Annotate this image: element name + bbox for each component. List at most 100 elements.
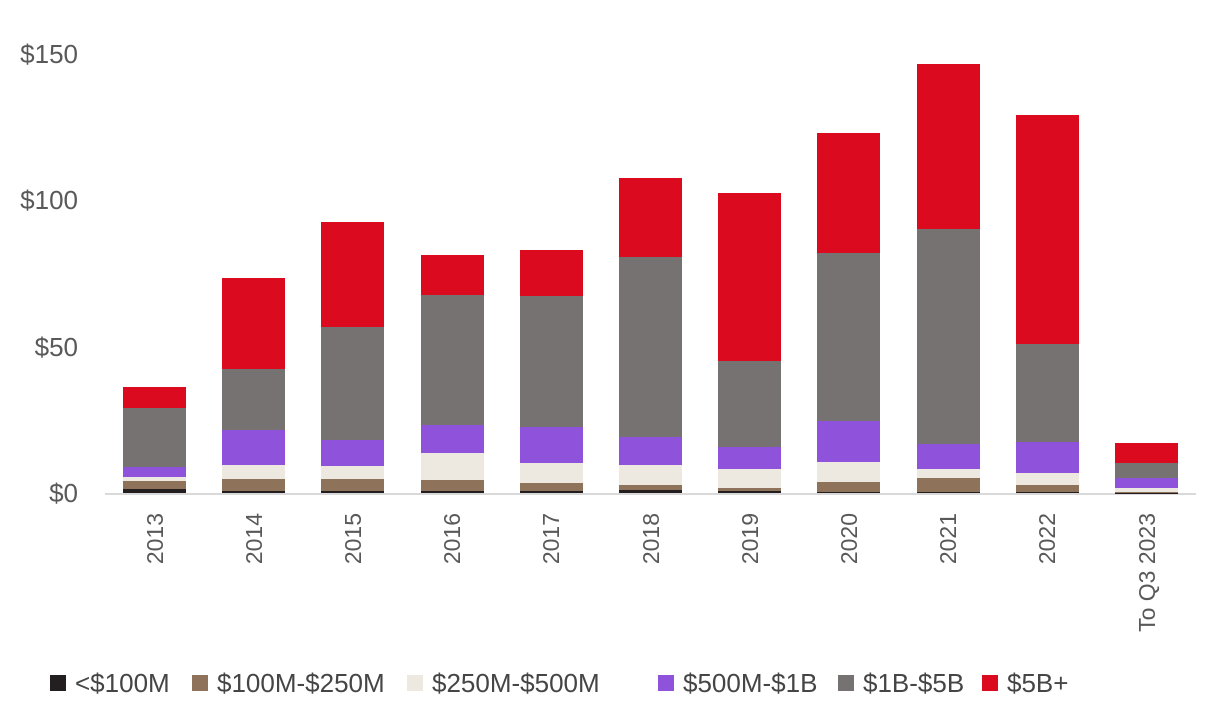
- bar-segment-2016: [420, 424, 484, 453]
- legend-swatch-icon: [658, 675, 674, 691]
- bar-segment-to-q3-2023: [1115, 463, 1178, 479]
- bar-segment-2020: [817, 481, 881, 492]
- x-axis-tick-text: 2021: [935, 513, 962, 565]
- x-axis-tick-text: 2019: [736, 513, 763, 565]
- bar-segment-2021: [916, 228, 980, 445]
- bar-segment-2022: [1015, 472, 1079, 486]
- bar-segment-2014: [222, 464, 286, 480]
- bar-segment-2017: [519, 483, 583, 491]
- bar-segment-2021: [916, 469, 980, 478]
- y-axis-tick-label: $150: [20, 38, 78, 69]
- x-axis-line: [105, 493, 1196, 495]
- legend-item: $250M-$500M: [407, 668, 600, 698]
- bar-segment-2013: [123, 489, 186, 493]
- legend-swatch-icon: [407, 675, 423, 691]
- bar-segment-2013: [123, 386, 186, 409]
- x-axis-tick-text: 2015: [339, 513, 366, 565]
- bar-segment-2020: [817, 421, 881, 462]
- bar-segment-2020: [817, 253, 881, 421]
- bar-segment-2021: [916, 63, 980, 229]
- bar-segment-2021: [916, 444, 980, 469]
- bar-segment-2015: [321, 490, 385, 493]
- legend-item: <$100M: [50, 668, 170, 698]
- bar-segment-2017: [519, 296, 583, 427]
- x-axis-tick-label: 2018: [638, 513, 664, 663]
- bar-segment-2013: [123, 466, 186, 477]
- bar-segment-2019: [718, 447, 782, 469]
- bar-segment-2016: [420, 254, 484, 296]
- bar-segment-2017: [519, 490, 583, 493]
- y-axis-tick-label: $50: [34, 331, 78, 362]
- bar-segment-2022: [1015, 442, 1079, 473]
- bar-segment-2022: [1015, 485, 1079, 493]
- legend-label: $5B+: [1007, 667, 1069, 698]
- legend-swatch-icon: [838, 675, 854, 691]
- bar-segment-2016: [420, 295, 484, 425]
- bar-segment-2018: [619, 256, 682, 438]
- bar-segment-2022: [1015, 492, 1079, 493]
- x-axis-tick-label: 2020: [836, 513, 862, 663]
- bar-segment-2019: [718, 491, 782, 493]
- bar-segment-2014: [222, 490, 286, 493]
- y-axis-tick-label: $0: [49, 478, 78, 508]
- x-axis-tick-label: To Q3 2023: [1134, 513, 1160, 663]
- bar-segment-2019: [718, 488, 782, 492]
- x-axis-tick-text: 2016: [439, 513, 466, 565]
- y-axis-tick-label: $100: [20, 185, 78, 216]
- x-axis-tick-label: 2016: [439, 513, 465, 663]
- bar-segment-2017: [519, 463, 583, 484]
- bar-segment-2014: [222, 369, 286, 430]
- legend-label: $1B-$5B: [863, 667, 965, 698]
- bar-segment-2013: [123, 408, 186, 467]
- bar-segment-2015: [321, 465, 385, 479]
- x-axis-tick-text: 2022: [1034, 513, 1061, 565]
- legend-label: $250M-$500M: [432, 667, 600, 698]
- bar-segment-2021: [916, 491, 980, 493]
- bar-segment-to-q3-2023: [1115, 492, 1178, 493]
- bar-segment-2013: [123, 481, 186, 490]
- bar-segment-2016: [420, 479, 484, 491]
- bar-segment-2015: [321, 440, 385, 466]
- x-axis-tick-text: 2018: [637, 513, 664, 565]
- x-axis-tick-text: 2014: [240, 513, 267, 565]
- legend-swatch-icon: [50, 675, 66, 691]
- bar-segment-2020: [817, 491, 881, 493]
- bar-segment-2015: [321, 478, 385, 491]
- bar-segment-2017: [519, 426, 583, 464]
- bar-segment-2015: [321, 326, 385, 440]
- bar-segment-2019: [718, 361, 782, 448]
- legend-swatch-icon: [982, 675, 998, 691]
- legend-item: $1B-$5B: [838, 668, 964, 698]
- bar-segment-2014: [222, 479, 286, 491]
- bar-segment-2019: [718, 193, 782, 362]
- legend-label: <$100M: [75, 667, 170, 698]
- bar-segment-2018: [619, 178, 682, 257]
- x-axis-tick-label: 2013: [142, 513, 168, 663]
- bar-segment-2022: [1015, 114, 1079, 345]
- bar-segment-2014: [222, 277, 286, 370]
- bar-segment-2017: [519, 250, 583, 297]
- x-axis-tick-text: 2013: [141, 513, 168, 565]
- bar-segment-2018: [619, 437, 682, 465]
- x-axis-tick-label: 2022: [1034, 513, 1060, 663]
- legend-item: $500M-$1B: [658, 668, 817, 698]
- x-axis-tick-label: 2014: [241, 513, 267, 663]
- legend-item: $100M-$250M: [192, 668, 385, 698]
- x-axis-tick-label: 2017: [538, 513, 564, 663]
- bar-segment-2013: [123, 476, 186, 482]
- bar-segment-2016: [420, 452, 484, 480]
- bar-segment-2020: [817, 461, 881, 482]
- x-axis-tick-label: 2019: [737, 513, 763, 663]
- bar-segment-2014: [222, 429, 286, 465]
- bar-segment-2018: [619, 464, 682, 485]
- bar-segment-2016: [420, 490, 484, 493]
- x-axis-tick-label: 2021: [935, 513, 961, 663]
- x-axis-tick-text: 2017: [538, 513, 565, 565]
- bar-segment-to-q3-2023: [1115, 478, 1178, 489]
- bar-segment-2021: [916, 477, 980, 492]
- x-axis-tick-text: 2020: [835, 513, 862, 565]
- legend-item: $5B+: [982, 668, 1068, 698]
- bar-segment-to-q3-2023: [1115, 442, 1178, 464]
- legend-label: $500M-$1B: [683, 667, 818, 698]
